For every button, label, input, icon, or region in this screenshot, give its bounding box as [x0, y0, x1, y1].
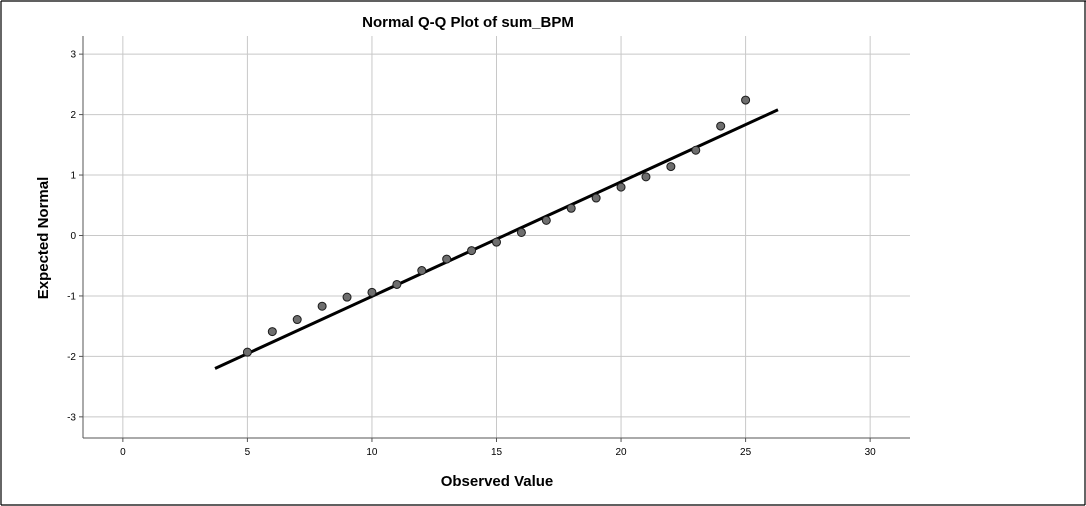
data-points [242, 95, 751, 357]
y-tick-label: -2 [67, 352, 76, 363]
data-point [342, 292, 352, 302]
data-point [616, 182, 626, 192]
x-tick-label: 30 [865, 447, 877, 458]
x-axis-label: Observed Value [441, 473, 554, 490]
x-tick-label: 10 [366, 447, 378, 458]
data-point [292, 315, 302, 325]
data-point [267, 327, 277, 337]
data-point [242, 347, 252, 357]
x-tick-label: 25 [740, 447, 752, 458]
y-tick-label: 2 [70, 110, 76, 121]
data-point [591, 193, 601, 203]
axes [79, 36, 910, 442]
chart-title: Normal Q-Q Plot of sum_BPM [362, 14, 574, 31]
y-tick-label: -3 [67, 412, 76, 423]
data-point [541, 215, 551, 225]
data-point [367, 287, 377, 297]
data-point [392, 279, 402, 289]
grid-lines [83, 36, 910, 438]
data-point [716, 121, 726, 131]
y-tick-label: 1 [70, 171, 76, 182]
data-point [317, 301, 327, 311]
data-point [417, 266, 427, 276]
data-point [641, 172, 651, 182]
y-axis-label: Expected Normal [35, 177, 52, 300]
x-tick-label: 15 [491, 447, 503, 458]
data-point [741, 95, 751, 105]
data-point [666, 162, 676, 172]
data-point [467, 246, 477, 256]
data-point [691, 145, 701, 155]
y-tick-label: 0 [70, 231, 76, 242]
data-point [566, 203, 576, 213]
x-tick-label: 20 [615, 447, 627, 458]
data-point [492, 237, 501, 247]
data-point [516, 227, 526, 237]
x-tick-label: 5 [245, 447, 251, 458]
x-tick-label: 0 [120, 447, 126, 458]
y-tick-label: -1 [67, 291, 76, 302]
data-point [442, 254, 452, 264]
y-tick-label: 3 [70, 50, 76, 61]
